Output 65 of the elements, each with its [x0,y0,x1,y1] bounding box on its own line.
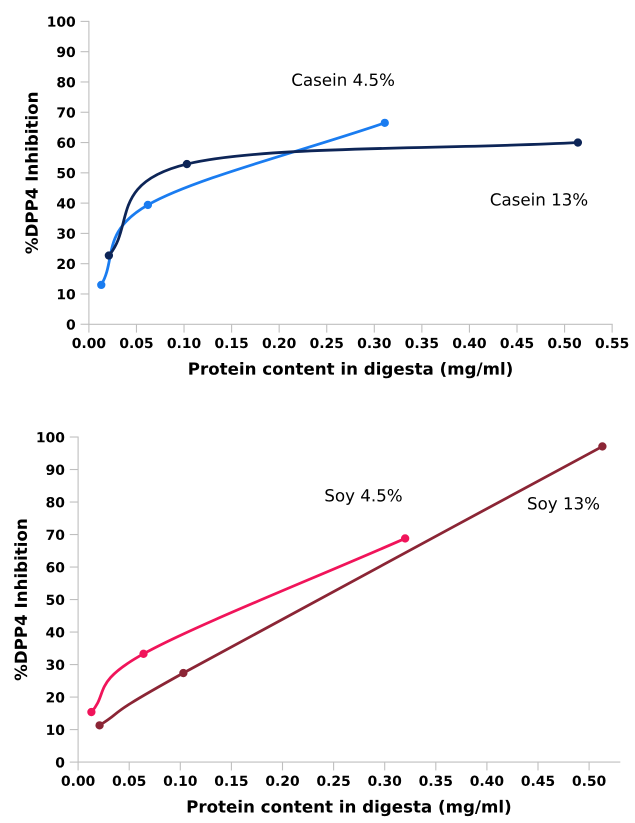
y-axis-title: %DPP4 Inhibition [25,92,38,254]
x-tick-label: 0.20 [266,776,299,786]
point [144,200,152,210]
y-tick-label: 90 [46,464,64,475]
y-tick-label: 20 [57,258,76,270]
x-tick-label: 0.50 [548,338,582,348]
x-tick-label: 0.30 [358,338,391,348]
y-tick-label: 70 [46,530,64,540]
x-tick-label: 0.05 [120,338,153,348]
series-label: Soy 13% [528,497,600,513]
point [95,721,104,730]
x-tick-label: 0.40 [452,338,486,348]
y-tick-label: 90 [57,46,76,58]
point [104,251,114,260]
y-tick-label: 100 [48,16,76,27]
y-tick-label: 70 [57,107,76,118]
point [179,668,188,678]
x-tick-label: 0.10 [164,776,197,786]
x-axis-title: Protein content in digesta (mg/ml) [188,800,510,816]
point [97,280,106,290]
y-tick-label: 20 [46,692,64,703]
x-tick-label: 0.35 [405,338,438,348]
x-tick-label: 0.00 [72,338,106,348]
y-tick-label: 10 [58,288,76,300]
y-tick-label: 50 [46,594,64,606]
point [400,534,410,543]
point [87,708,96,716]
y-tick-label: 10 [47,724,64,736]
x-tick-label: 0.00 [62,776,95,786]
x-tick-label: 0.40 [470,776,504,786]
x-tick-label: 0.45 [500,338,534,348]
x-tick-label: 0.15 [215,338,248,348]
point [380,118,389,128]
point [574,138,582,147]
y-tick-label: 0 [66,319,76,330]
y-tick-label: 80 [46,497,64,508]
x-tick-label: 0.45 [522,776,554,786]
y-tick-label: 80 [57,76,76,88]
x-tick-label: 0.35 [419,776,452,786]
x-tick-label: 0.55 [596,338,628,348]
x-tick-label: 0.25 [310,338,343,348]
x-tick-label: 0.25 [317,776,350,786]
x-tick-label: 0.50 [572,776,606,786]
point [598,442,607,451]
y-tick-label: 40 [57,198,76,209]
series-label: Soy 4.5% [325,489,402,505]
y-axis-title: %DPP4 Inhibition [14,520,28,680]
x-tick-label: 0.05 [112,776,146,786]
y-tick-label: 40 [46,627,64,638]
text: Casein 13% [490,192,588,206]
y-tick-label: 60 [57,138,76,148]
y-tick-label: 100 [37,432,64,442]
x-tick-label: 0.20 [262,338,296,348]
point [139,650,148,658]
x-axis-title: Protein content in digesta (mg/ml) [189,362,512,378]
x-tick-label: 0.30 [368,776,402,786]
y-tick-label: 0 [56,757,64,768]
y-tick-label: 60 [46,562,64,573]
y-tick-label: 30 [57,228,76,239]
y-tick-label: 30 [46,660,64,670]
y-tick-label: 50 [57,168,76,178]
x-tick-label: 0.10 [168,338,201,348]
text: Casein 4.5% [292,73,394,86]
point [182,160,192,168]
x-tick-label: 0.15 [214,776,248,786]
